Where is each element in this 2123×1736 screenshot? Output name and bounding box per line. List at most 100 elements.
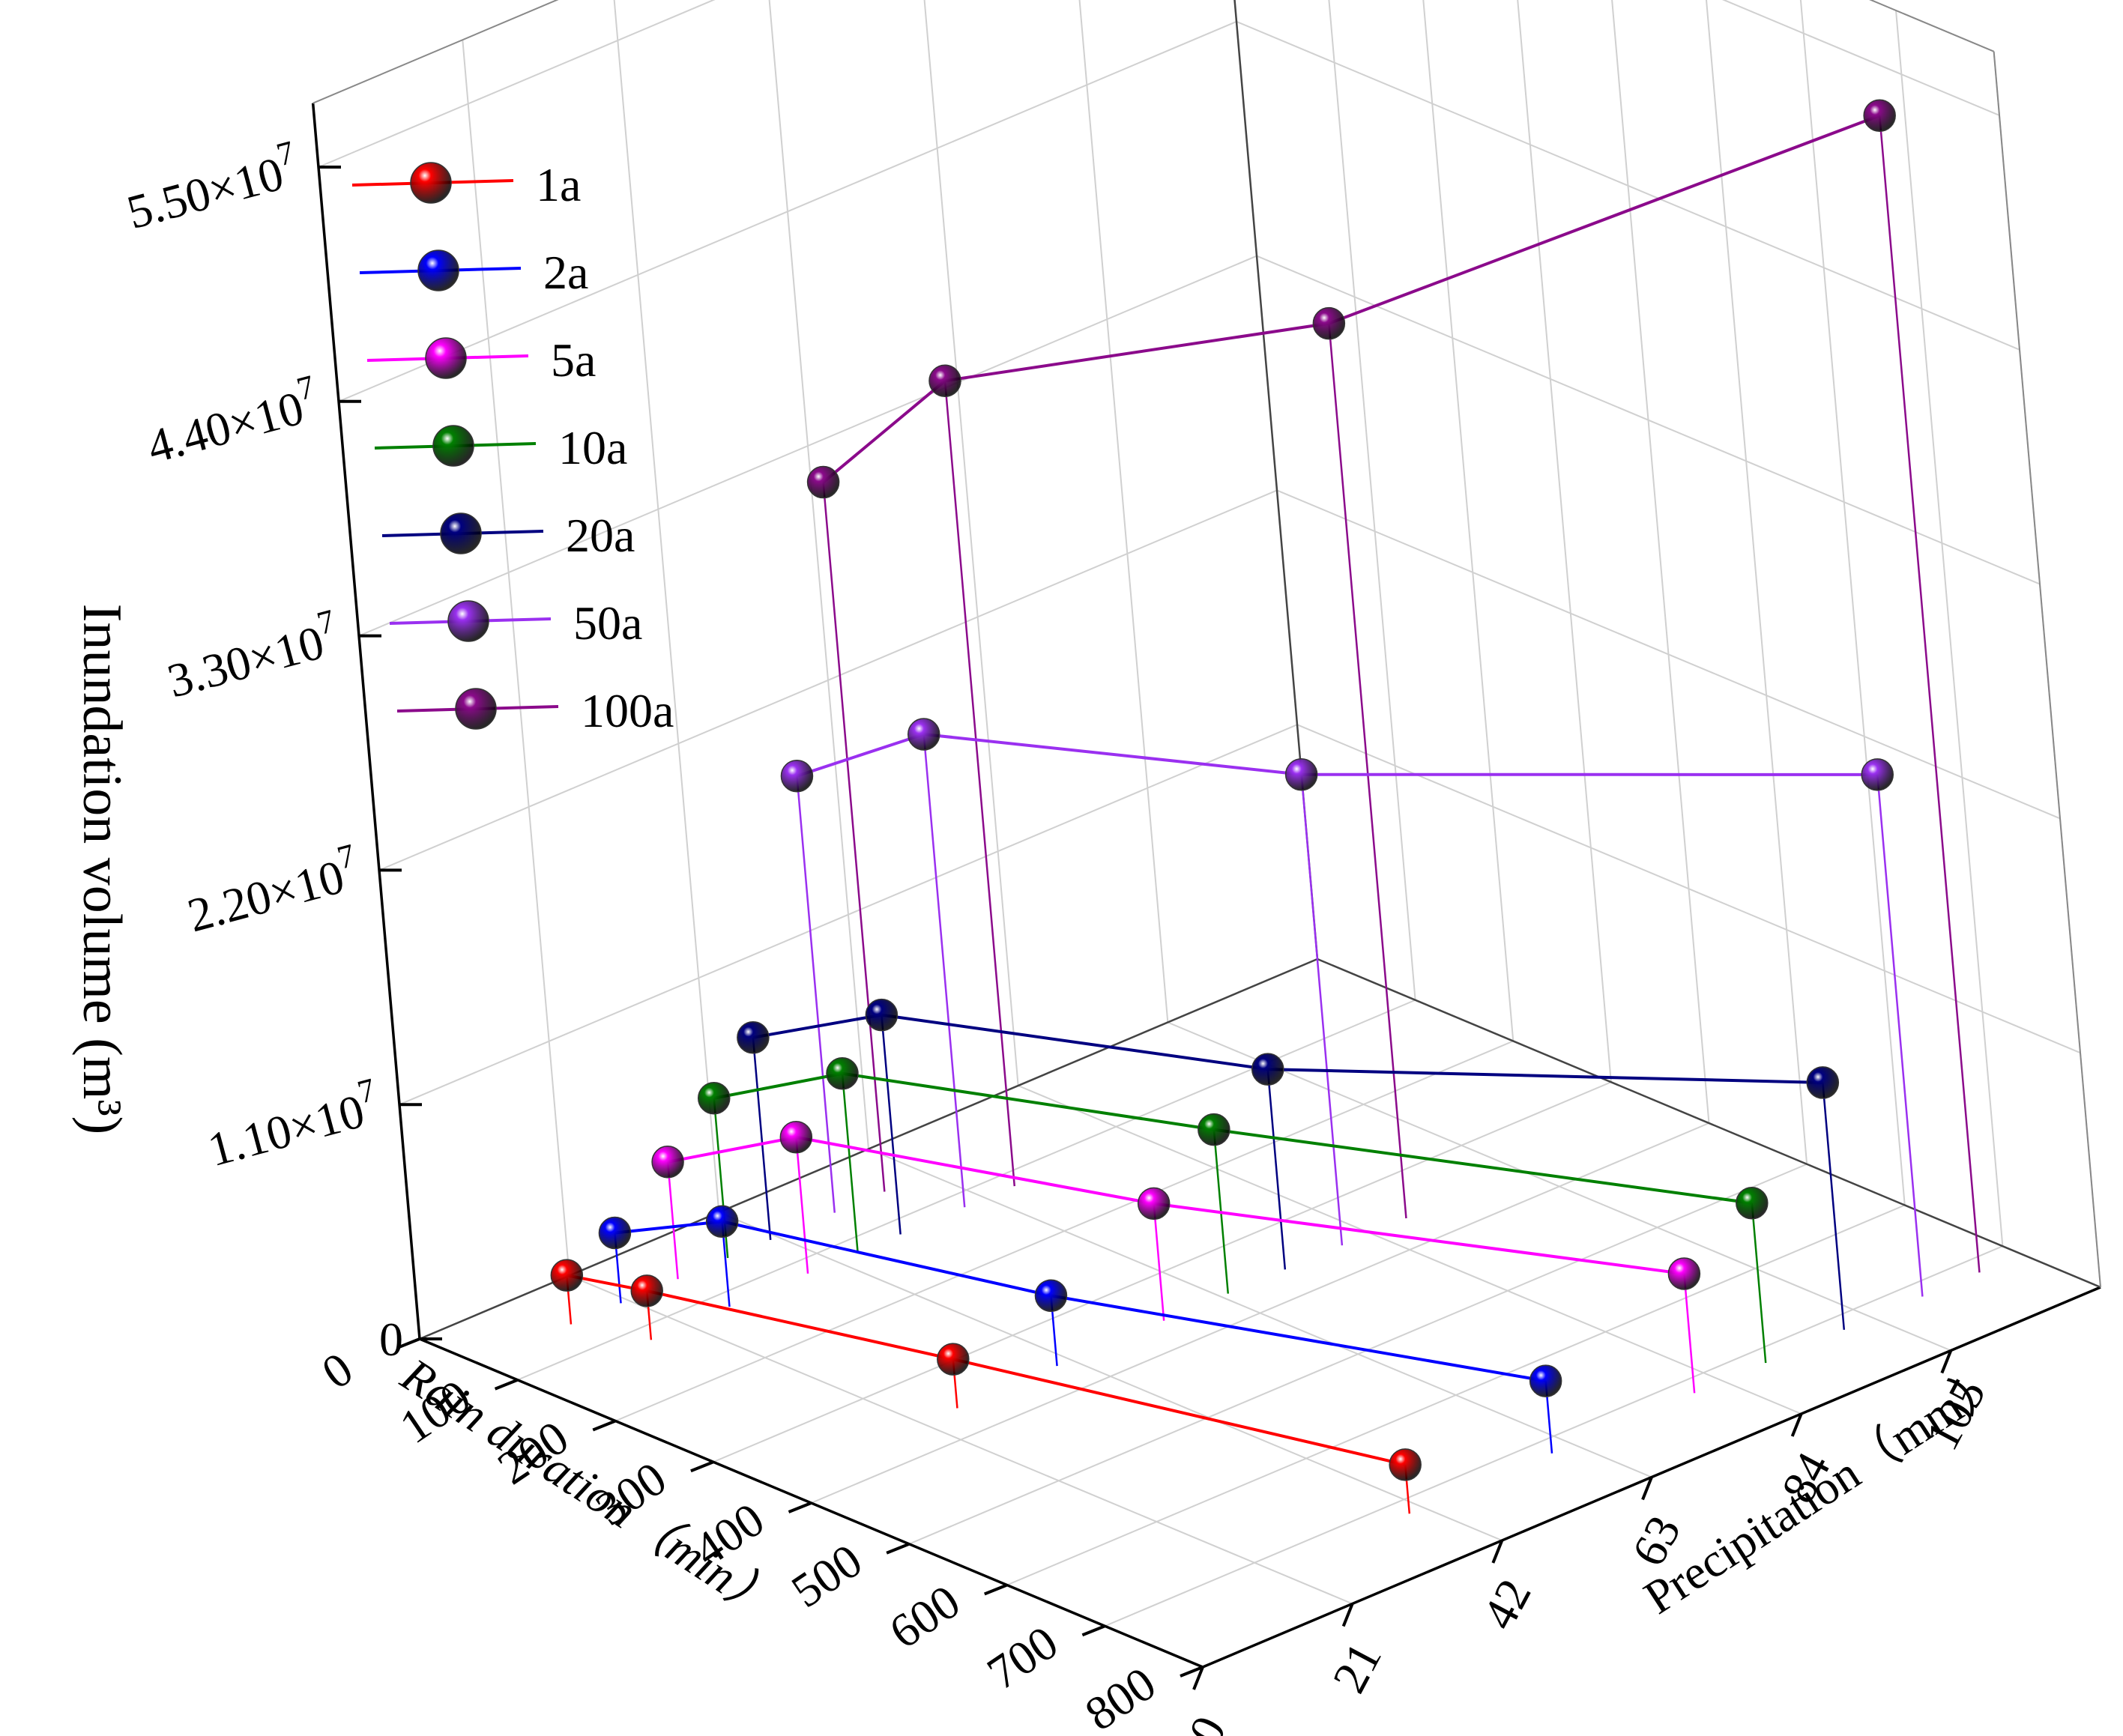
series-20a bbox=[737, 998, 1840, 1099]
data-point bbox=[1198, 1113, 1230, 1146]
drop-line bbox=[943, 381, 1016, 1187]
tick-layer: 0 1.10×107 2.20×107 3.30×107 4.40×107 5.50×10… bbox=[121, 133, 1996, 1736]
x-tick bbox=[494, 1378, 519, 1391]
data-point bbox=[1034, 1279, 1068, 1313]
drop-line bbox=[1878, 115, 1981, 1273]
x-tick bbox=[1180, 1666, 1204, 1678]
series-line bbox=[796, 732, 1878, 778]
series-line bbox=[752, 1013, 1823, 1084]
data-point bbox=[1667, 1257, 1701, 1290]
drop-line bbox=[822, 482, 886, 1192]
data-point bbox=[1863, 99, 1896, 132]
drop-line bbox=[795, 1137, 809, 1274]
z-tick-label: 4.40×107 bbox=[139, 368, 325, 474]
series-line bbox=[614, 1220, 1546, 1383]
data-point bbox=[1389, 1448, 1422, 1481]
grid-line bbox=[399, 724, 1298, 1106]
y-tick bbox=[1641, 1476, 1653, 1501]
y-tick-label: 42 bbox=[1472, 1570, 1541, 1638]
series-2a bbox=[598, 1205, 1562, 1397]
z-tick-mantissa: 2.20×10 bbox=[182, 850, 349, 942]
legend-label: 10a bbox=[558, 421, 627, 474]
data-point bbox=[550, 1259, 584, 1292]
grid-line bbox=[718, 1212, 1503, 1541]
legend-label: 100a bbox=[581, 684, 674, 737]
grid-line bbox=[569, 1274, 1353, 1605]
series-line bbox=[566, 1274, 1406, 1466]
x-tick-label: 500 bbox=[782, 1534, 871, 1618]
data-point bbox=[806, 465, 840, 499]
grid-line bbox=[1276, 489, 2061, 820]
grid-line bbox=[923, 0, 1019, 1086]
grid-line bbox=[462, 40, 570, 1276]
z-tick-mantissa: 3.30×10 bbox=[162, 615, 329, 707]
z-tick-label: 1.10×107 bbox=[200, 1071, 386, 1177]
grid-line bbox=[338, 20, 1237, 402]
drop-line bbox=[1300, 774, 1344, 1246]
data-point bbox=[1861, 758, 1894, 791]
drop-line bbox=[1153, 1203, 1165, 1321]
legend-label: 20a bbox=[566, 509, 635, 562]
y-tick bbox=[1940, 1349, 1953, 1374]
data-point bbox=[826, 1057, 859, 1090]
drop-line bbox=[666, 1161, 679, 1280]
grid-line bbox=[1328, 0, 1416, 1000]
grid-line bbox=[1256, 255, 2041, 585]
drop-line bbox=[1876, 774, 1924, 1297]
legend-item: 100a bbox=[396, 684, 674, 737]
drop-line bbox=[1328, 323, 1407, 1219]
grid-line bbox=[1018, 1085, 1802, 1415]
frame-line bbox=[1869, 0, 1995, 52]
z-tick-mantissa: 1.10×10 bbox=[202, 1084, 369, 1176]
data-point bbox=[1312, 306, 1346, 340]
grid-line bbox=[318, 0, 716, 168]
grid-line bbox=[1422, 0, 1515, 1041]
grid-line bbox=[1233, 0, 1318, 960]
legend-label: 2a bbox=[543, 246, 588, 299]
legend-item: 1a bbox=[351, 158, 581, 211]
legend-marker bbox=[440, 512, 482, 554]
series-line bbox=[667, 1135, 1685, 1276]
data-point bbox=[865, 998, 899, 1032]
series-layer bbox=[550, 99, 1896, 1481]
grid-line bbox=[1167, 1021, 1951, 1352]
series-5a bbox=[651, 1121, 1701, 1290]
grid-line bbox=[1895, 10, 2004, 1247]
grid-line bbox=[1611, 0, 1710, 1124]
data-point bbox=[779, 1121, 813, 1154]
x-tick bbox=[1081, 1624, 1106, 1637]
grid-line bbox=[1706, 0, 1808, 1164]
x-tick bbox=[788, 1501, 812, 1513]
z-axis-line bbox=[311, 103, 421, 1340]
x-tick bbox=[396, 1337, 420, 1349]
data-point bbox=[1806, 1066, 1840, 1099]
y-tick bbox=[1341, 1603, 1354, 1627]
legend-item: 2a bbox=[359, 246, 588, 299]
grid-line bbox=[768, 0, 869, 1149]
x-tick bbox=[886, 1542, 910, 1555]
legend-marker bbox=[455, 688, 497, 730]
legend-marker bbox=[417, 249, 459, 291]
z-tick-mantissa: 4.40×10 bbox=[142, 381, 309, 473]
drop-line bbox=[881, 1014, 902, 1235]
drop-line bbox=[1266, 1068, 1287, 1270]
frame-line bbox=[1317, 958, 2101, 1289]
y-tick-label: 21 bbox=[1322, 1633, 1392, 1701]
grid-line bbox=[1517, 0, 1612, 1083]
frame-line bbox=[1233, 0, 1319, 960]
z-tick-label: 2.20×107 bbox=[180, 837, 366, 943]
drop-line bbox=[1751, 1203, 1767, 1364]
grid-line bbox=[1799, 0, 1906, 1206]
legend-marker bbox=[410, 162, 452, 204]
data-point bbox=[928, 364, 961, 397]
legend: 1a 2a 5a 10a 20a 50a 100a bbox=[351, 158, 674, 737]
legend-item: 10a bbox=[374, 421, 627, 474]
data-point bbox=[737, 1020, 770, 1054]
data-point bbox=[1529, 1364, 1562, 1397]
grid-line bbox=[1078, 0, 1169, 1023]
legend-label: 1a bbox=[536, 158, 581, 211]
z-tick-label: 0 bbox=[379, 1313, 403, 1366]
data-point bbox=[705, 1205, 739, 1239]
y-tick bbox=[1790, 1413, 1803, 1437]
